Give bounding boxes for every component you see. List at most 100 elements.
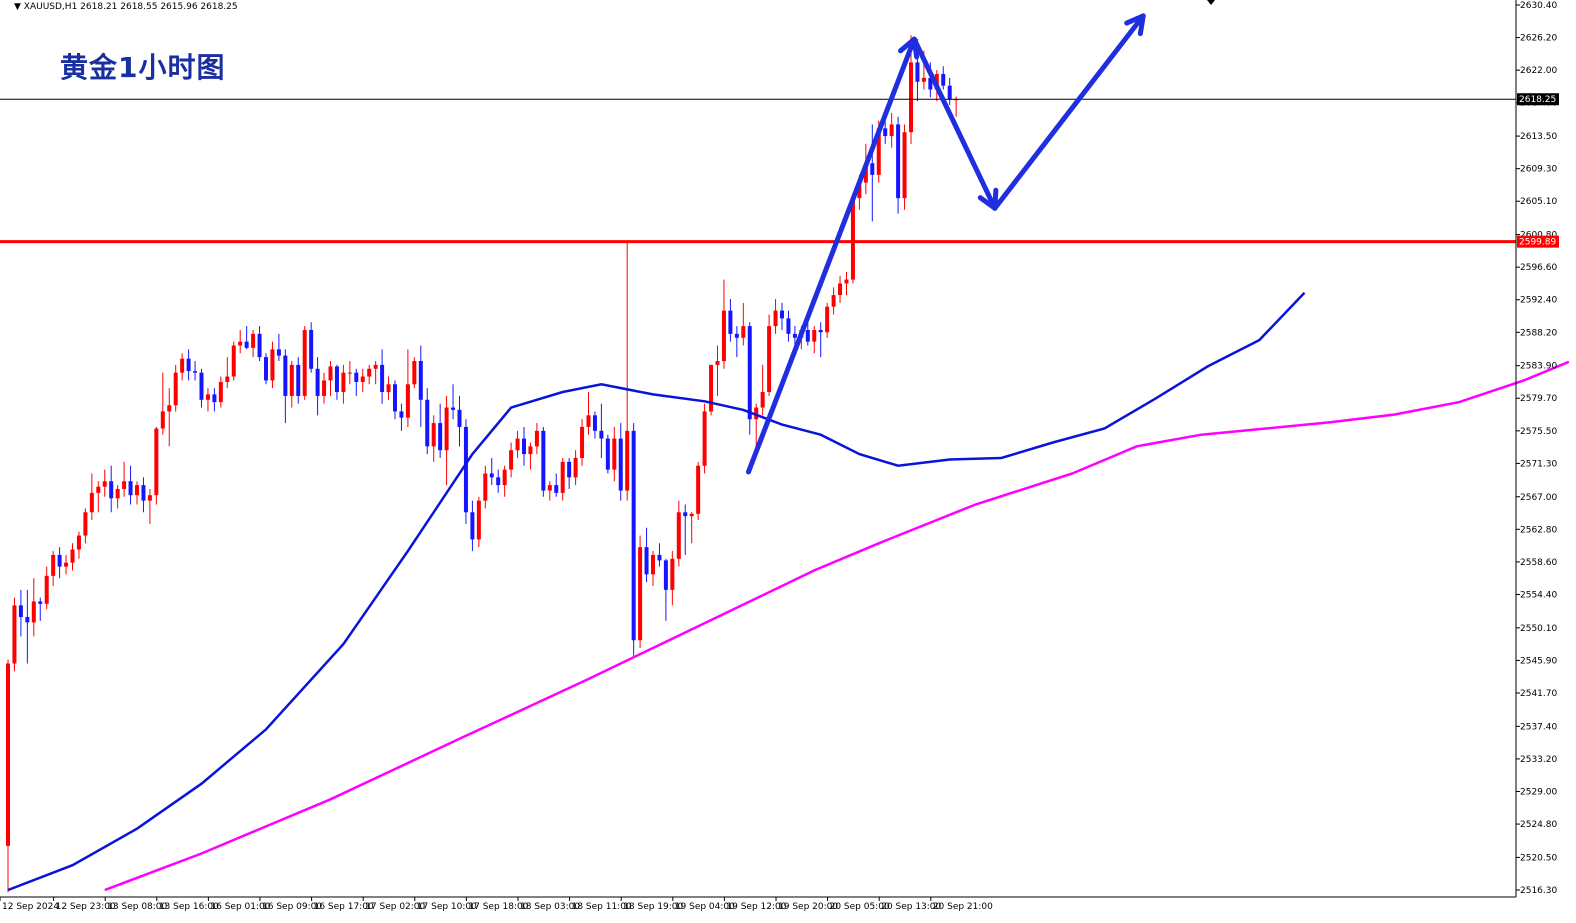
price-tick-label: 2537.40 xyxy=(1520,722,1557,732)
candle-body xyxy=(483,473,488,501)
candle-body xyxy=(418,361,423,400)
ohlc-values: 2618.21 2618.55 2615.96 2618.25 xyxy=(80,2,238,12)
candle-body xyxy=(147,495,152,501)
candle-body xyxy=(915,62,920,82)
candle-body xyxy=(309,329,314,369)
candle-body xyxy=(373,364,378,369)
candle-body xyxy=(12,605,17,664)
candle-body xyxy=(605,438,610,470)
time-tick-label: 17 Sep 02:00 xyxy=(365,902,425,912)
time-tick-label: 20 Sep 21:00 xyxy=(933,902,993,912)
candle-body xyxy=(734,333,739,338)
candle-body xyxy=(6,663,10,846)
time-tick-label: 20 Sep 13:00 xyxy=(881,902,941,912)
candle-body xyxy=(831,295,836,307)
candle-body xyxy=(399,411,404,418)
candle-body xyxy=(818,329,823,333)
candle-body xyxy=(883,128,888,137)
candle-body xyxy=(780,310,784,319)
candle-body xyxy=(334,366,339,393)
candle-body xyxy=(567,461,572,478)
candle-body xyxy=(463,426,468,513)
candle-body xyxy=(109,481,114,499)
candle-body xyxy=(638,547,643,641)
price-axis[interactable]: 2630.402626.202622.002617.802613.502609.… xyxy=(1516,1,1559,896)
price-tick-label: 2613.50 xyxy=(1520,132,1557,142)
time-tick-label: 20 Sep 05:00 xyxy=(830,902,890,912)
price-tick-label: 2579.70 xyxy=(1520,394,1557,404)
candle-body xyxy=(786,318,791,334)
candle-body xyxy=(83,512,88,536)
candle-body xyxy=(38,601,43,604)
candle-body xyxy=(592,415,597,431)
time-tick-label: 12 Sep 2024 xyxy=(2,902,59,912)
price-tick-label: 2600.80 xyxy=(1520,231,1557,241)
candlestick-series xyxy=(6,35,959,893)
candle-body xyxy=(689,513,694,517)
price-tick-label: 2558.60 xyxy=(1520,558,1557,568)
dropdown-triangle-icon[interactable]: ▼ xyxy=(14,2,21,12)
candle-body xyxy=(767,326,772,393)
forecast-arrow-line xyxy=(992,13,1146,211)
candle-body xyxy=(580,426,585,458)
candle-body xyxy=(670,558,675,590)
candle-body xyxy=(431,423,436,447)
price-tick-label: 2524.80 xyxy=(1520,820,1557,830)
resistance-price-badge-label: 2599.89 xyxy=(1519,238,1556,248)
candle-body xyxy=(444,407,449,451)
candle-body xyxy=(380,364,385,393)
candle-body xyxy=(896,124,901,199)
candle-body xyxy=(18,605,23,617)
candle-body xyxy=(128,481,133,496)
candle-body xyxy=(180,358,185,373)
candle-body xyxy=(135,485,139,496)
candle-body xyxy=(909,62,913,133)
candle-body xyxy=(921,77,926,82)
time-tick-label: 17 Sep 10:00 xyxy=(417,902,477,912)
time-tick-label: 19 Sep 04:00 xyxy=(675,902,735,912)
candle-body xyxy=(264,357,268,381)
forecast-arrows xyxy=(745,13,1146,475)
price-tick-label: 2550.10 xyxy=(1520,624,1557,634)
time-tick-label: 19 Sep 20:00 xyxy=(778,902,838,912)
candle-body xyxy=(586,415,591,427)
candle-body xyxy=(489,473,494,478)
candle-body xyxy=(857,182,862,199)
time-tick-label: 16 Sep 09:00 xyxy=(262,902,322,912)
price-tick-label: 2571.30 xyxy=(1520,459,1557,469)
candle-body xyxy=(573,457,578,478)
time-tick-label: 12 Sep 23:00 xyxy=(56,902,116,912)
candle-body xyxy=(199,372,204,400)
candle-body xyxy=(850,198,855,280)
price-tick-label: 2541.70 xyxy=(1520,689,1557,699)
candle-body xyxy=(528,446,533,455)
candle-body xyxy=(928,77,933,90)
forecast-arrow-head-icon xyxy=(1124,13,1146,37)
chart-shift-marker-icon[interactable] xyxy=(1207,0,1215,5)
candle-body xyxy=(451,407,456,410)
candle-body xyxy=(231,345,236,377)
price-tick-label: 2588.20 xyxy=(1520,328,1557,338)
candle-body xyxy=(212,394,217,403)
time-tick-label: 13 Sep 16:00 xyxy=(159,902,219,912)
time-tick-label: 18 Sep 11:00 xyxy=(572,902,632,912)
candle-body xyxy=(64,562,69,567)
candle-body xyxy=(741,326,746,338)
symbol-ohlc-header: ▼ XAUUSD,H1 2618.21 2618.55 2615.96 2618… xyxy=(14,2,238,12)
candle-body xyxy=(522,438,526,455)
candle-body xyxy=(205,394,210,400)
candle-body xyxy=(696,465,701,514)
price-tick-label: 2516.30 xyxy=(1520,886,1557,896)
candle-body xyxy=(625,430,630,491)
candle-body xyxy=(367,368,372,377)
candle-body xyxy=(805,329,810,342)
candle-body xyxy=(96,486,101,493)
price-tick-label: 2622.00 xyxy=(1520,66,1557,76)
price-tick-label: 2609.30 xyxy=(1520,165,1557,175)
candle-body xyxy=(31,601,36,623)
candle-body xyxy=(283,355,288,396)
candle-body xyxy=(425,399,430,447)
candle-body xyxy=(57,554,62,567)
